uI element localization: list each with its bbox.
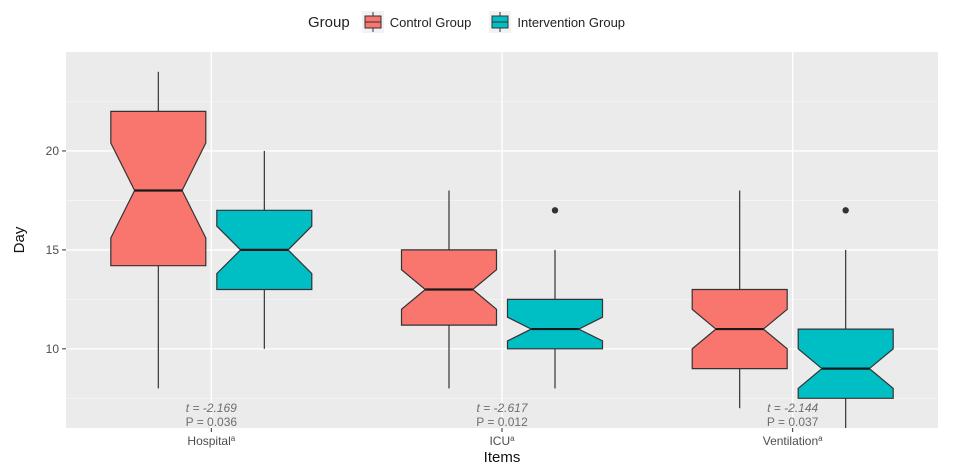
outlier-point [551,207,559,214]
stat-t: t = -2.169 [186,401,237,415]
legend-key-intervention [489,11,512,33]
x-tick-label: Hospitala [187,434,235,448]
legend-title: Group [308,13,350,31]
legend-key-control [361,11,384,33]
x-tick-superscript: a [818,434,823,443]
stat-p: P = 0.012 [476,415,528,429]
box-intervention [506,207,604,389]
stat-p: P = 0.037 [767,415,819,429]
y-tick-label: 10 [46,342,60,356]
legend: Group Control Group Intervention Group [308,8,635,36]
x-tick-label: Ventilationa [763,434,823,448]
x-tick-superscript: a [510,434,515,443]
x-tick-superscript: a [231,434,236,443]
legend-item-intervention: Intervention Group [489,11,625,33]
box-control [400,190,498,389]
box-intervention [216,150,313,349]
y-tick-label: 15 [46,243,60,257]
notched-box [506,298,604,350]
y-axis-title: Day [11,226,28,253]
stat-t: t = -2.617 [476,401,528,415]
box-control [691,190,788,409]
notched-box [400,249,498,326]
outlier-point [842,207,849,214]
x-tick-label: ICUa [489,434,515,448]
box-control [110,71,207,389]
legend-label-intervention: Intervention Group [517,14,626,30]
x-axis-title: Items [484,449,521,466]
legend-label-control: Control Group [389,14,472,30]
y-tick-label: 20 [46,144,60,158]
notched-box [110,110,207,267]
notched-box [797,328,894,399]
stat-t: t = -2.144 [767,401,818,415]
box-intervention [797,207,894,428]
legend-item-control: Control Group [361,11,472,33]
stat-p: P = 0.036 [186,415,238,429]
